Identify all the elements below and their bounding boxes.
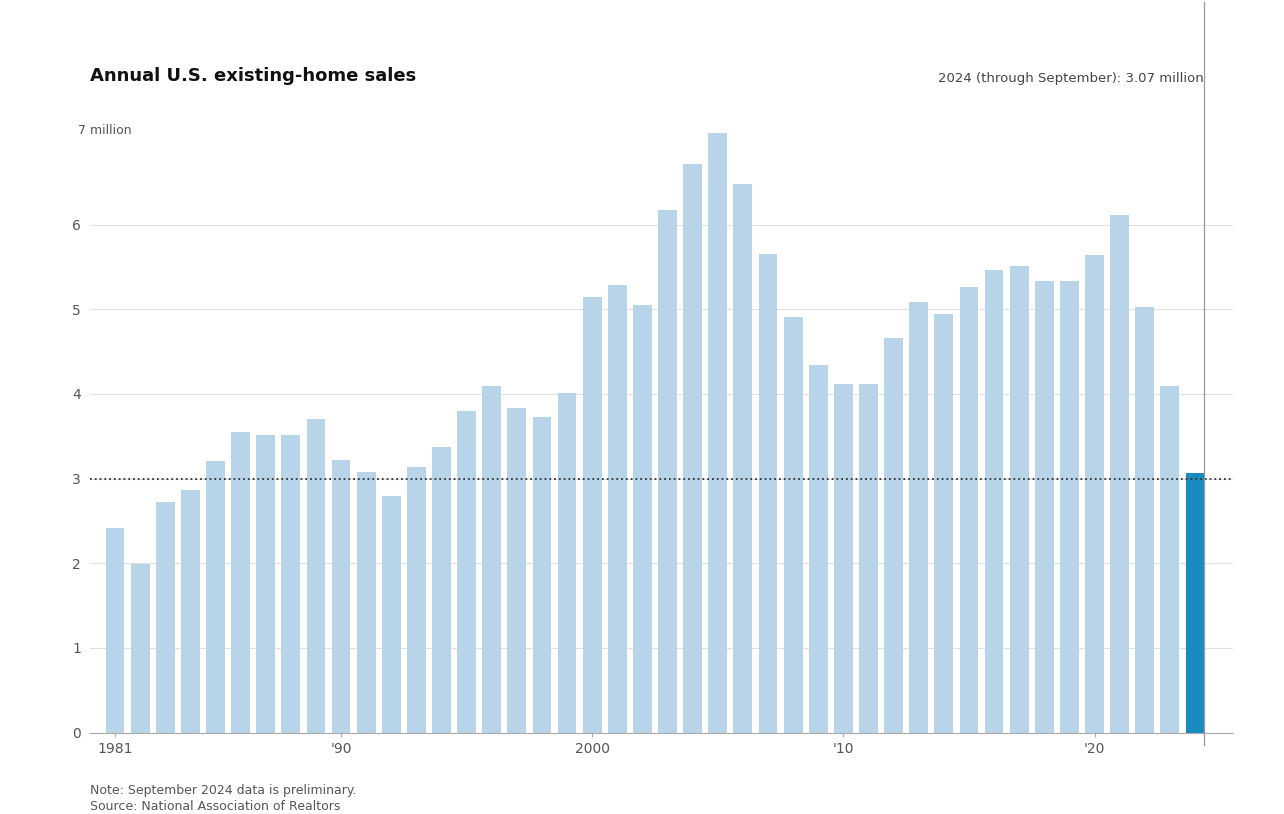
Bar	[281, 435, 300, 733]
Text: 7 million: 7 million	[78, 124, 132, 137]
Bar	[1085, 255, 1104, 733]
Bar	[683, 164, 702, 733]
Bar	[205, 461, 225, 733]
Bar	[483, 387, 501, 733]
Bar	[809, 365, 828, 733]
Text: 2024 (through September): 3.07 million: 2024 (through September): 3.07 million	[939, 72, 1204, 85]
Bar	[935, 314, 953, 733]
Bar	[131, 564, 149, 733]
Bar	[257, 435, 275, 733]
Bar	[709, 133, 727, 733]
Bar	[833, 384, 853, 733]
Bar	[557, 393, 577, 733]
Bar	[533, 417, 551, 733]
Bar	[1035, 281, 1054, 733]
Bar	[909, 302, 928, 733]
Bar	[231, 432, 250, 733]
Bar	[733, 184, 752, 733]
Bar	[1185, 473, 1204, 733]
Bar	[155, 502, 175, 733]
Bar	[1135, 307, 1154, 733]
Bar	[331, 460, 351, 733]
Bar	[885, 338, 903, 733]
Bar	[507, 409, 526, 733]
Bar	[457, 411, 476, 733]
Bar	[1009, 266, 1028, 733]
Bar	[1061, 281, 1079, 733]
Bar	[105, 527, 125, 733]
Bar	[633, 305, 652, 733]
Bar	[181, 490, 200, 733]
Bar	[381, 496, 401, 733]
Text: Note: September 2024 data is preliminary.: Note: September 2024 data is preliminary…	[90, 784, 357, 797]
Bar	[433, 448, 451, 733]
Bar	[859, 384, 878, 733]
Text: Source: National Association of Realtors: Source: National Association of Realtors	[90, 800, 340, 813]
Bar	[407, 466, 426, 733]
Bar	[959, 287, 978, 733]
Bar	[1161, 387, 1179, 733]
Bar	[1111, 215, 1129, 733]
Bar	[659, 210, 677, 733]
Bar	[759, 254, 777, 733]
Bar	[357, 472, 375, 733]
Bar	[307, 418, 325, 733]
Bar	[583, 296, 602, 733]
Bar	[607, 285, 627, 733]
Text: Annual U.S. existing-home sales: Annual U.S. existing-home sales	[90, 67, 416, 85]
Bar	[783, 317, 802, 733]
Bar	[985, 270, 1004, 733]
